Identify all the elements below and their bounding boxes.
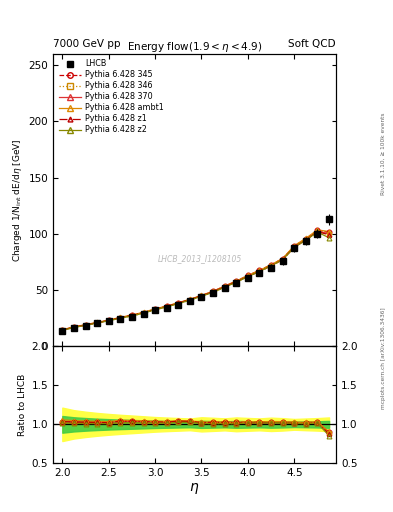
Legend: LHCB, Pythia 6.428 345, Pythia 6.428 346, Pythia 6.428 370, Pythia 6.428 ambt1, : LHCB, Pythia 6.428 345, Pythia 6.428 346… bbox=[56, 57, 167, 137]
Y-axis label: Ratio to LHCB: Ratio to LHCB bbox=[18, 374, 28, 436]
Text: mcplots.cern.ch [arXiv:1306.3436]: mcplots.cern.ch [arXiv:1306.3436] bbox=[381, 308, 386, 409]
Y-axis label: Charged 1/N$_{\rm int}$ dE/d$\eta$ [GeV]: Charged 1/N$_{\rm int}$ dE/d$\eta$ [GeV] bbox=[11, 138, 24, 262]
X-axis label: $\eta$: $\eta$ bbox=[189, 481, 200, 496]
Text: LHCB_2013_I1208105: LHCB_2013_I1208105 bbox=[158, 254, 242, 263]
Text: Rivet 3.1.10, ≥ 100k events: Rivet 3.1.10, ≥ 100k events bbox=[381, 112, 386, 195]
Text: 7000 GeV pp: 7000 GeV pp bbox=[53, 38, 121, 49]
Text: Soft QCD: Soft QCD bbox=[288, 38, 336, 49]
Title: Energy flow$(1.9<\eta <4.9)$: Energy flow$(1.9<\eta <4.9)$ bbox=[127, 40, 262, 54]
